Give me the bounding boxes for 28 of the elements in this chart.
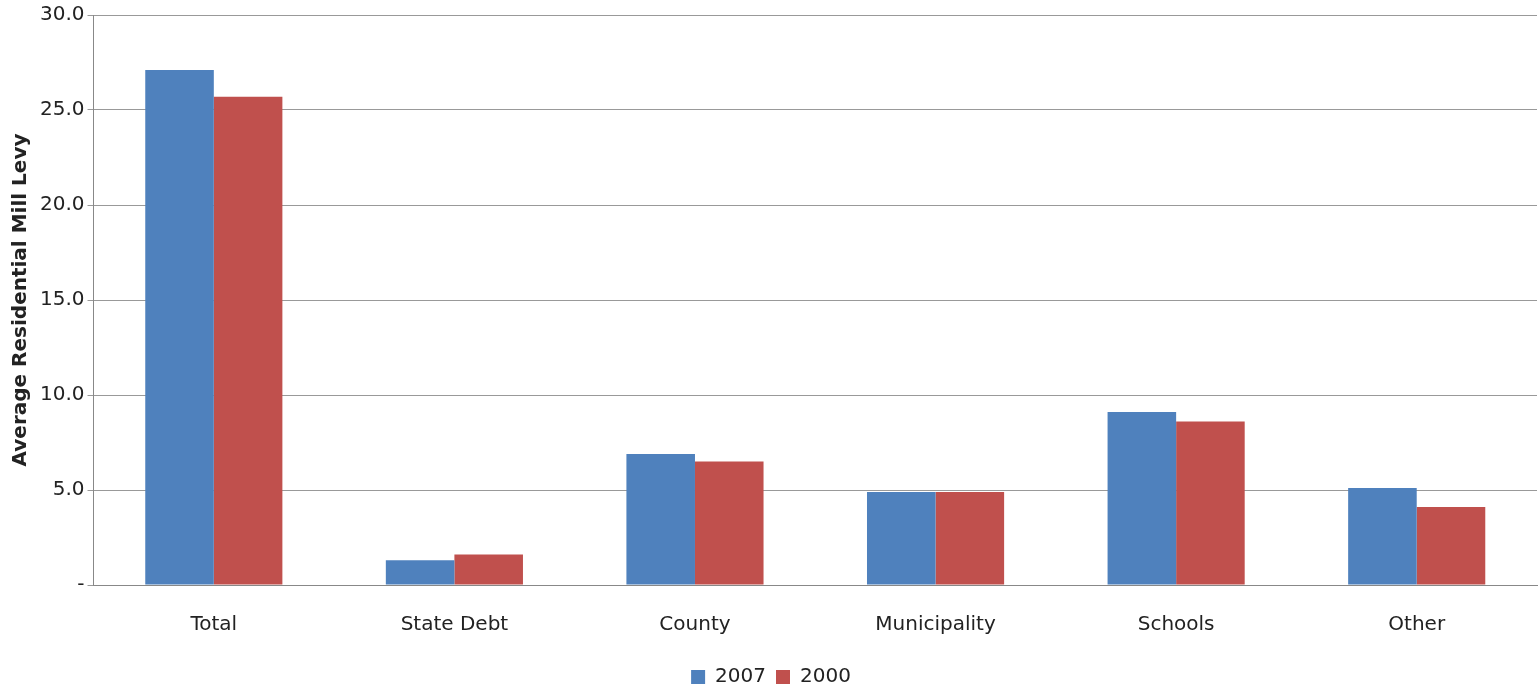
x-tick-label: Schools	[1137, 611, 1215, 636]
bar	[694, 461, 764, 585]
y-tick-label: 10.0	[40, 381, 85, 406]
x-tick-label: State Debt	[400, 611, 509, 636]
x-tick-label: Other	[1388, 611, 1446, 636]
bar	[1176, 421, 1245, 585]
bar	[866, 491, 936, 585]
bar	[935, 491, 1005, 585]
bar	[1416, 507, 1486, 585]
bar	[1348, 488, 1417, 585]
y-tick-label: 20.0	[40, 191, 85, 216]
bar	[626, 453, 695, 585]
x-tick-label: Total	[189, 611, 238, 636]
y-tick-label: 30.0	[40, 1, 85, 26]
x-tick-label: County	[659, 611, 731, 636]
legend-label: 2000	[800, 663, 851, 688]
y-tick-label: 15.0	[40, 286, 85, 311]
bar	[1107, 412, 1177, 585]
y-axis-title: Average Residential Mill Levy	[7, 133, 32, 467]
bar	[145, 70, 214, 585]
bar	[454, 554, 523, 585]
y-tick-label: -	[77, 571, 85, 596]
y-tick-label: 5.0	[52, 476, 85, 501]
bar	[213, 96, 283, 585]
y-tick-label: 25.0	[40, 96, 85, 121]
legend-label: 2007	[715, 663, 767, 688]
bar	[385, 560, 455, 585]
x-tick-label: Municipality	[875, 611, 996, 636]
